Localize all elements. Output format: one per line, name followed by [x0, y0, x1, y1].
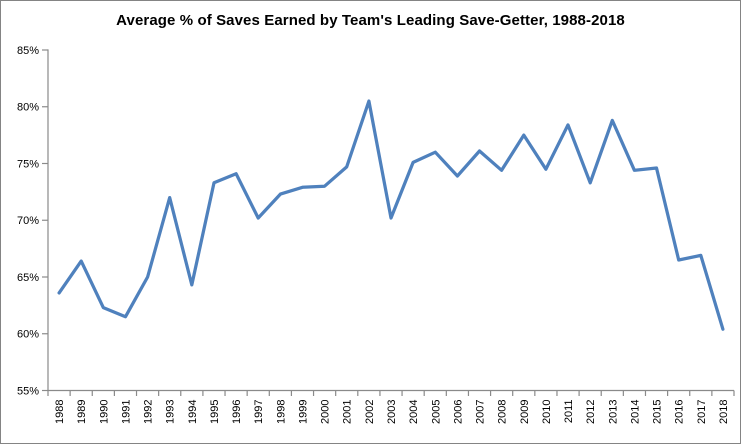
x-axis-label: 2018	[718, 400, 730, 424]
x-axis-label: 2005	[430, 400, 442, 424]
x-axis-label: 2014	[629, 400, 641, 424]
x-axis-label: 2006	[452, 400, 464, 424]
x-axis-label: 1988	[54, 400, 66, 424]
x-axis-label: 2007	[475, 400, 487, 424]
x-axis-label: 2004	[408, 400, 420, 424]
y-axis-label: 75%	[17, 158, 39, 170]
x-axis-label: 1990	[98, 400, 110, 424]
y-axis-label: 60%	[17, 329, 39, 341]
y-axis-label: 55%	[17, 385, 39, 397]
x-axis-label: 2008	[497, 399, 509, 423]
x-axis-label: 1993	[165, 400, 177, 424]
y-axis-label: 85%	[17, 45, 39, 57]
x-axis-label: 2000	[320, 400, 332, 424]
x-axis-label: 2017	[696, 400, 708, 424]
x-axis-label: 2009	[519, 400, 531, 424]
x-axis-label: 1999	[297, 400, 309, 424]
x-axis-label: 1992	[143, 400, 155, 424]
x-axis-label: 1997	[253, 400, 265, 424]
x-axis-label: 1991	[120, 400, 132, 424]
y-axis-label: 80%	[17, 102, 39, 114]
x-axis-label: 1996	[231, 400, 243, 424]
chart-title: Average % of Saves Earned by Team's Lead…	[116, 12, 625, 29]
x-axis-label: 1989	[76, 400, 88, 424]
y-axis-label: 65%	[17, 272, 39, 284]
x-axis-label: 1995	[209, 400, 221, 424]
series-line	[57, 99, 725, 331]
x-axis-label: 2015	[652, 400, 664, 424]
x-axis-label: 2003	[386, 400, 398, 424]
x-axis-label: 2001	[342, 400, 354, 424]
x-axis-label: 2002	[364, 400, 376, 424]
x-axis-label: 2013	[607, 400, 619, 424]
x-axis-label: 2016	[674, 400, 686, 424]
x-axis-label: 2010	[541, 400, 553, 424]
x-axis-label: 1998	[275, 400, 287, 424]
y-axis-label: 70%	[17, 215, 39, 227]
x-axis-label: 2011	[563, 400, 575, 424]
x-axis-label: 1994	[187, 400, 199, 424]
x-axis-label: 2012	[585, 400, 597, 424]
